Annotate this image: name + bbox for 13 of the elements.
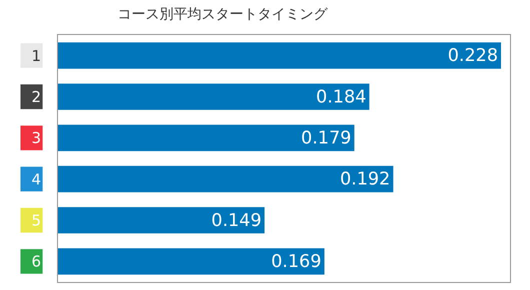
data-label: 0.192 (340, 170, 390, 190)
y-tick-label: 3 (31, 129, 41, 148)
y-tick-label: 1 (31, 46, 41, 65)
data-label: 0.149 (211, 210, 262, 231)
y-tick-label: 2 (31, 88, 41, 106)
y-tick-label: 5 (31, 212, 41, 230)
data-label: 0.184 (316, 87, 366, 108)
data-label: 0.228 (448, 46, 498, 66)
data-label: 0.179 (301, 128, 352, 148)
data-label: 0.169 (271, 252, 322, 272)
y-tick-label: 4 (31, 170, 41, 188)
chart-title: コース別平均スタートタイミング (118, 6, 329, 22)
y-tick-label: 6 (31, 252, 41, 271)
